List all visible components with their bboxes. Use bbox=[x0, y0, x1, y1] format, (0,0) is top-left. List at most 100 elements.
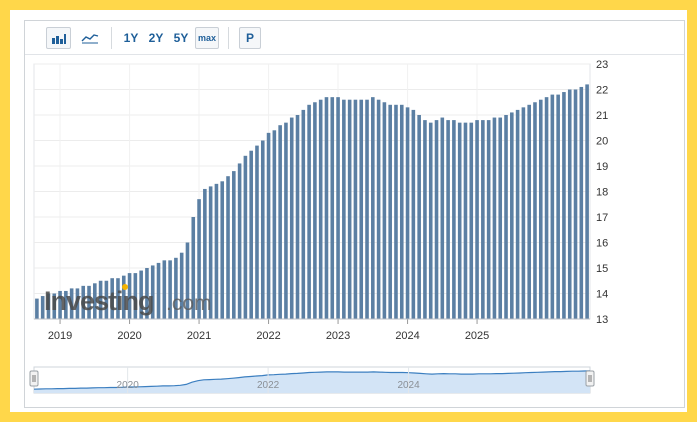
range-5y-button[interactable]: 5Y bbox=[173, 31, 189, 45]
bar bbox=[191, 217, 196, 319]
bar bbox=[301, 109, 306, 320]
bar bbox=[81, 285, 86, 319]
bar bbox=[492, 117, 497, 319]
x-tick-label: 2019 bbox=[48, 330, 72, 342]
bar bbox=[405, 107, 410, 319]
bar bbox=[567, 89, 572, 319]
bar bbox=[428, 122, 433, 320]
bar bbox=[255, 145, 259, 319]
line-chart-icon bbox=[81, 34, 99, 44]
navigator-right-handle[interactable] bbox=[585, 370, 595, 387]
bar bbox=[318, 99, 323, 319]
bar-chart-button[interactable] bbox=[46, 27, 71, 49]
p-button[interactable]: P bbox=[239, 27, 261, 49]
watermark-dot-icon bbox=[122, 284, 128, 290]
y-tick-label: 14 bbox=[596, 289, 608, 301]
toolbar-divider bbox=[228, 27, 229, 49]
bar bbox=[35, 298, 39, 319]
range-max-button[interactable]: max bbox=[195, 27, 219, 49]
bar bbox=[486, 120, 491, 319]
bar bbox=[295, 115, 300, 319]
bar bbox=[156, 262, 161, 319]
navigator-left-handle[interactable] bbox=[29, 370, 39, 387]
bar bbox=[121, 275, 126, 319]
bar bbox=[110, 278, 114, 319]
toolbar-divider bbox=[111, 27, 112, 49]
bar bbox=[127, 273, 132, 319]
bar bbox=[388, 104, 392, 319]
y-tick-label: 19 bbox=[596, 161, 608, 173]
bar bbox=[289, 117, 294, 319]
bar bbox=[46, 293, 51, 319]
navigator-area bbox=[34, 370, 590, 393]
bar bbox=[434, 120, 439, 319]
bar bbox=[336, 97, 340, 320]
bar bbox=[359, 99, 364, 319]
line-chart-button[interactable] bbox=[77, 27, 103, 49]
bar bbox=[510, 112, 514, 319]
bar bbox=[324, 97, 329, 320]
y-tick-label: 20 bbox=[596, 136, 608, 148]
bar bbox=[463, 122, 468, 320]
x-tick-label: 2021 bbox=[187, 330, 211, 342]
bar bbox=[260, 140, 265, 319]
bar bbox=[585, 84, 589, 320]
bar bbox=[342, 99, 346, 319]
bar bbox=[411, 109, 416, 320]
bar bbox=[139, 270, 143, 319]
toolbar-bottom-border bbox=[25, 54, 684, 55]
x-tick-label: 2025 bbox=[465, 330, 489, 342]
bar bbox=[75, 288, 80, 319]
handle-grip-icon bbox=[585, 370, 595, 387]
y-tick-label: 21 bbox=[596, 110, 608, 122]
navigator-tick-label: 2020 bbox=[117, 380, 140, 391]
bar bbox=[220, 181, 225, 319]
y-tick-label: 17 bbox=[596, 212, 608, 224]
bar bbox=[116, 278, 120, 319]
bar bbox=[243, 155, 248, 319]
bar bbox=[347, 99, 352, 319]
bar bbox=[197, 199, 201, 319]
x-tick-label: 2020 bbox=[117, 330, 141, 342]
bar bbox=[399, 104, 404, 319]
navigator-tick-label: 2024 bbox=[397, 380, 420, 391]
bar bbox=[226, 176, 230, 319]
watermark-domain: .com bbox=[166, 292, 212, 315]
navigator-line bbox=[33, 370, 591, 390]
bar bbox=[313, 102, 317, 319]
bar bbox=[208, 186, 213, 319]
range-2y-button[interactable]: 2Y bbox=[148, 31, 164, 45]
bar bbox=[376, 99, 381, 319]
x-tick-label: 2023 bbox=[326, 330, 350, 342]
bar bbox=[527, 104, 531, 319]
bar bbox=[544, 97, 549, 320]
bar bbox=[475, 120, 479, 319]
bar bbox=[249, 150, 253, 319]
y-tick-label: 23 bbox=[596, 59, 608, 71]
bar bbox=[556, 94, 560, 319]
bar bbox=[52, 293, 57, 319]
bar bbox=[237, 163, 242, 319]
bar bbox=[498, 117, 503, 319]
bar bbox=[284, 122, 288, 320]
watermark-brand: Investing bbox=[44, 286, 154, 316]
x-tick-label: 2022 bbox=[256, 330, 280, 342]
bar bbox=[417, 115, 421, 319]
bar bbox=[330, 97, 335, 320]
bar bbox=[168, 260, 172, 319]
range-1y-button[interactable]: 1Y bbox=[123, 31, 139, 45]
bar bbox=[579, 86, 584, 319]
bar bbox=[504, 115, 508, 319]
bar bbox=[214, 183, 219, 319]
bar bbox=[353, 99, 358, 319]
bar bbox=[150, 265, 155, 319]
bar bbox=[573, 89, 578, 319]
chart-toolbar: 1Y 2Y 5Y max P bbox=[25, 21, 684, 55]
y-tick-label: 18 bbox=[596, 187, 608, 199]
bar bbox=[515, 109, 520, 320]
bar bbox=[64, 290, 68, 319]
bar bbox=[98, 280, 103, 319]
bars-layer bbox=[35, 84, 589, 320]
